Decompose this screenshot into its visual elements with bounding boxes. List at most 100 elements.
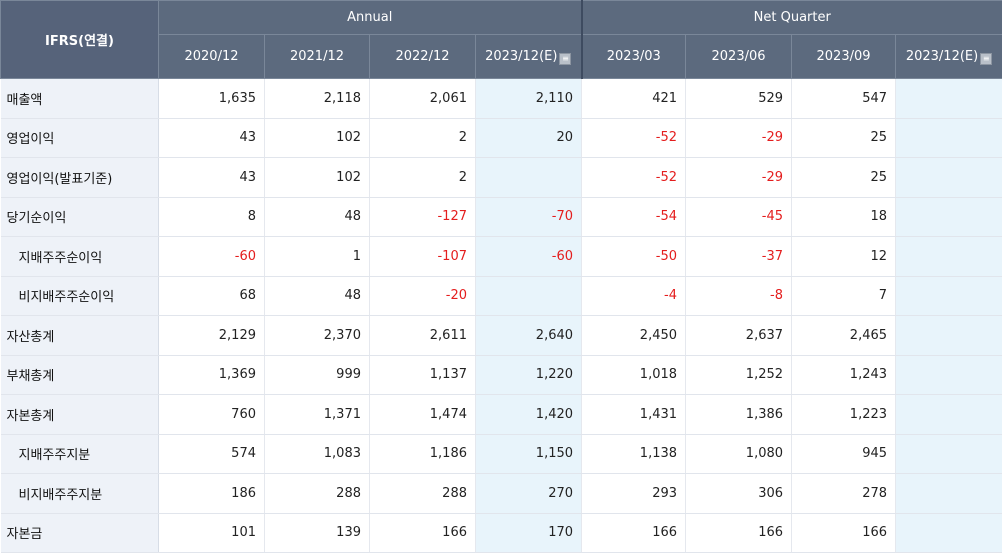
- table-cell: -50: [582, 237, 686, 277]
- table-cell: -54: [582, 197, 686, 237]
- table-cell: 2,118: [265, 79, 370, 119]
- table-cell: 270: [476, 474, 582, 514]
- row-label[interactable]: 지배주주지분: [1, 434, 159, 474]
- table-cell: 25: [792, 118, 896, 158]
- table-cell: [896, 237, 1002, 277]
- table-cell: 1,186: [370, 434, 476, 474]
- table-cell: 1: [265, 237, 370, 277]
- table-cell: 2,637: [686, 316, 792, 356]
- table-cell: 170: [476, 513, 582, 553]
- estimate-info-icon[interactable]: ≡: [559, 53, 571, 65]
- table-cell: 2,465: [792, 316, 896, 356]
- table-cell: 1,474: [370, 395, 476, 435]
- table-cell: 186: [159, 474, 265, 514]
- table-cell: 1,220: [476, 355, 582, 395]
- row-label[interactable]: 매출액: [1, 79, 159, 119]
- table-cell: 1,223: [792, 395, 896, 435]
- period-header: 2020/12: [159, 35, 265, 79]
- table-cell: -4: [582, 276, 686, 316]
- table-cell: 43: [159, 118, 265, 158]
- table-cell: 166: [582, 513, 686, 553]
- table-cell: 999: [265, 355, 370, 395]
- table-cell: 288: [265, 474, 370, 514]
- period-header: 2023/09: [792, 35, 896, 79]
- table-cell: -29: [686, 158, 792, 198]
- period-header: 2023/03: [582, 35, 686, 79]
- table-cell: 574: [159, 434, 265, 474]
- table-cell: 421: [582, 79, 686, 119]
- row-label[interactable]: 영업이익(발표기준): [1, 158, 159, 198]
- row-label[interactable]: 자본금: [1, 513, 159, 553]
- table-cell: 1,150: [476, 434, 582, 474]
- table-cell: -37: [686, 237, 792, 277]
- table-cell: [896, 355, 1002, 395]
- table-cell: 1,386: [686, 395, 792, 435]
- table-cell: -70: [476, 197, 582, 237]
- row-label[interactable]: 부채총계: [1, 355, 159, 395]
- row-label[interactable]: 당기순이익: [1, 197, 159, 237]
- table-cell: 1,083: [265, 434, 370, 474]
- table-cell: [896, 316, 1002, 356]
- table-cell: -60: [159, 237, 265, 277]
- table-cell: -52: [582, 118, 686, 158]
- table-cell: 1,137: [370, 355, 476, 395]
- table-cell: 2: [370, 158, 476, 198]
- table-cell: 1,371: [265, 395, 370, 435]
- table-cell: [896, 513, 1002, 553]
- table-cell: 166: [792, 513, 896, 553]
- row-label[interactable]: 비지배주주순이익: [1, 276, 159, 316]
- table-cell: [896, 434, 1002, 474]
- table-cell: 1,243: [792, 355, 896, 395]
- table-cell: 18: [792, 197, 896, 237]
- table-cell: 293: [582, 474, 686, 514]
- period-header: 2023/06: [686, 35, 792, 79]
- table-cell: 2,611: [370, 316, 476, 356]
- table-cell: 12: [792, 237, 896, 277]
- table-cell: -60: [476, 237, 582, 277]
- table-cell: -29: [686, 118, 792, 158]
- table-cell: 1,138: [582, 434, 686, 474]
- row-label[interactable]: 비지배주주지분: [1, 474, 159, 514]
- table-cell: 102: [265, 158, 370, 198]
- table-cell: 1,018: [582, 355, 686, 395]
- row-label[interactable]: 자산총계: [1, 316, 159, 356]
- table-cell: 2,110: [476, 79, 582, 119]
- row-label[interactable]: 영업이익: [1, 118, 159, 158]
- table-cell: 547: [792, 79, 896, 119]
- period-header: 2022/12: [370, 35, 476, 79]
- row-label[interactable]: 자본총계: [1, 395, 159, 435]
- table-cell: 288: [370, 474, 476, 514]
- table-cell: 2: [370, 118, 476, 158]
- period-header: 2021/12: [265, 35, 370, 79]
- estimate-info-icon[interactable]: ≡: [980, 53, 992, 65]
- table-cell: [476, 158, 582, 198]
- period-header: 2023/12(E)≡: [896, 35, 1002, 79]
- table-cell: 2,129: [159, 316, 265, 356]
- table-cell: 166: [686, 513, 792, 553]
- row-label[interactable]: 지배주주순이익: [1, 237, 159, 277]
- table-cell: 1,635: [159, 79, 265, 119]
- table-cell: 48: [265, 276, 370, 316]
- table-cell: [896, 474, 1002, 514]
- net-quarter-group-header: Net Quarter: [582, 1, 1002, 35]
- table-cell: [896, 395, 1002, 435]
- table-cell: 102: [265, 118, 370, 158]
- table-cell: 7: [792, 276, 896, 316]
- annual-group-header: Annual: [159, 1, 582, 35]
- table-cell: -45: [686, 197, 792, 237]
- table-cell: 1,252: [686, 355, 792, 395]
- table-cell: 1,369: [159, 355, 265, 395]
- table-cell: [476, 276, 582, 316]
